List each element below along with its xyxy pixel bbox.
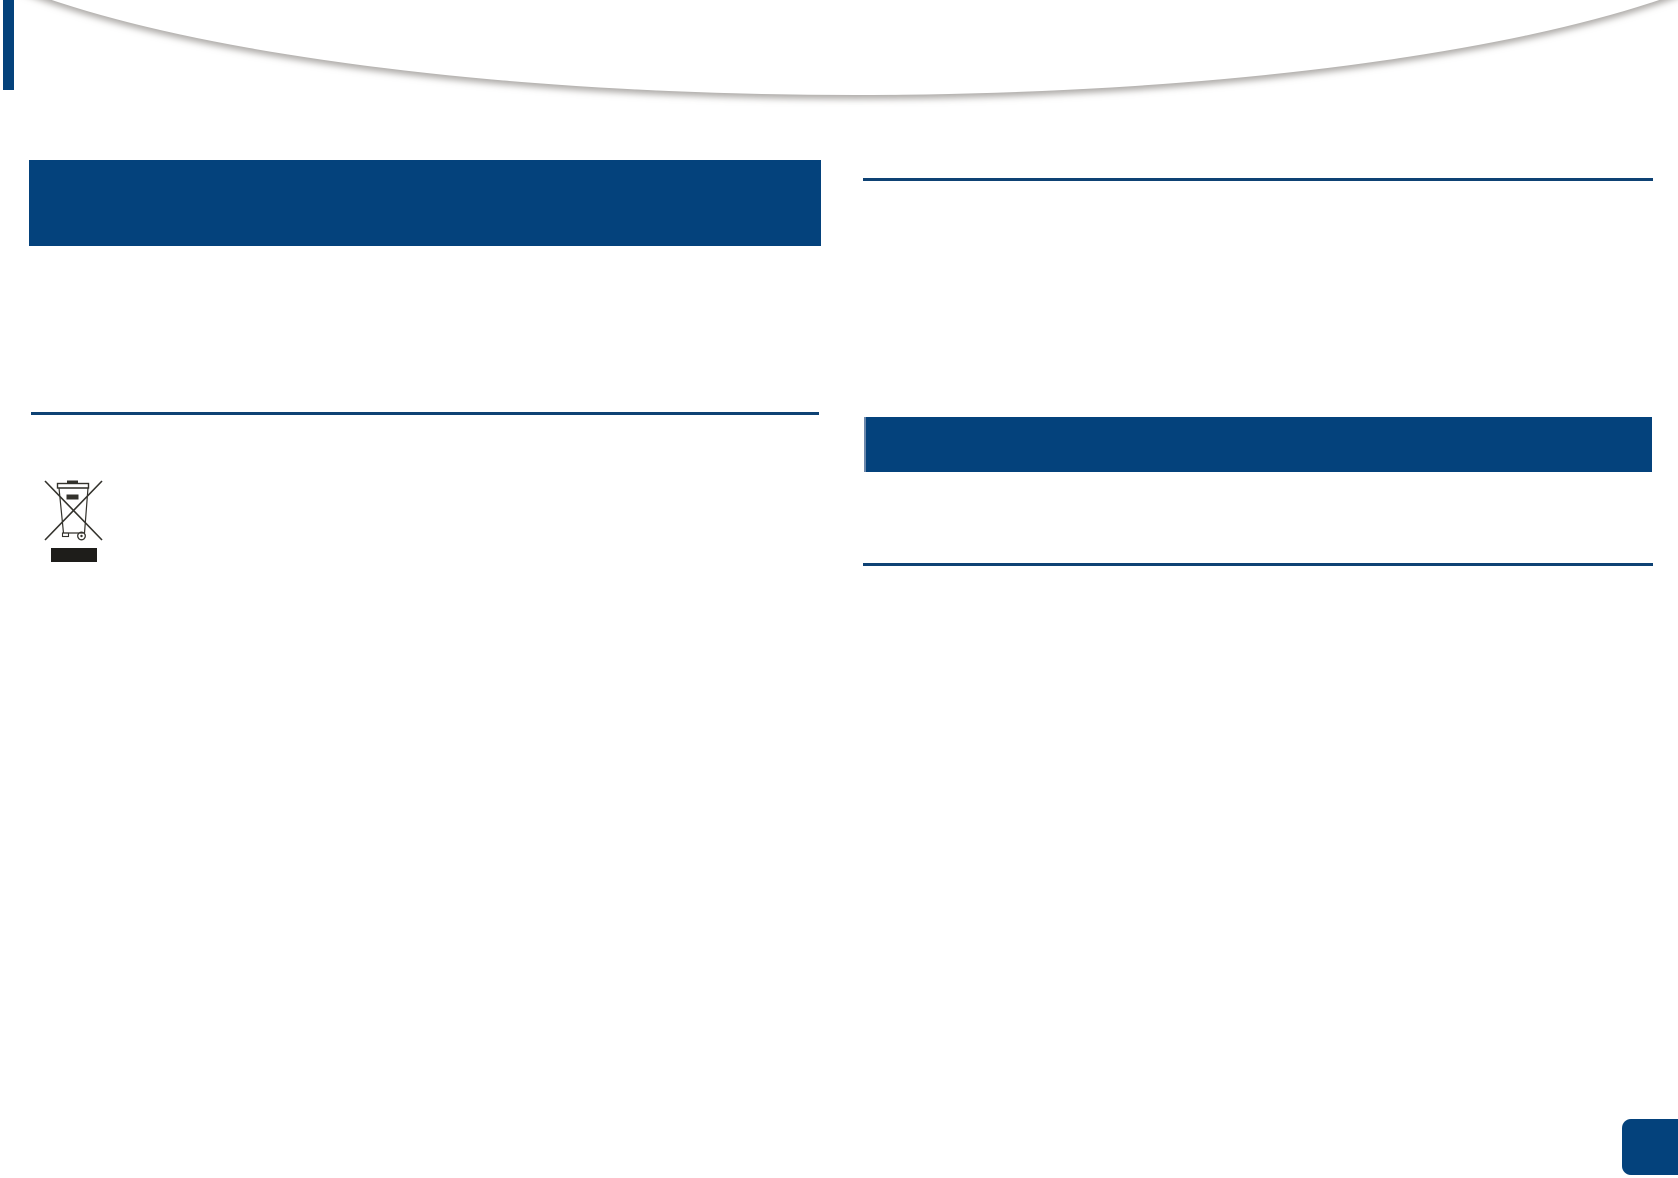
chapter-header-block — [29, 160, 821, 246]
weee-crossed-out-wheelie-bin-icon — [44, 478, 104, 564]
left-column-rule — [31, 412, 819, 415]
right-column-top-rule — [863, 178, 1653, 181]
section-header-block — [864, 417, 1652, 472]
page-number-tab — [1622, 1119, 1678, 1175]
right-column-lower-rule — [863, 563, 1653, 566]
page-top-curl-shadow — [0, 0, 1678, 115]
top-left-edge-bar — [3, 0, 14, 90]
